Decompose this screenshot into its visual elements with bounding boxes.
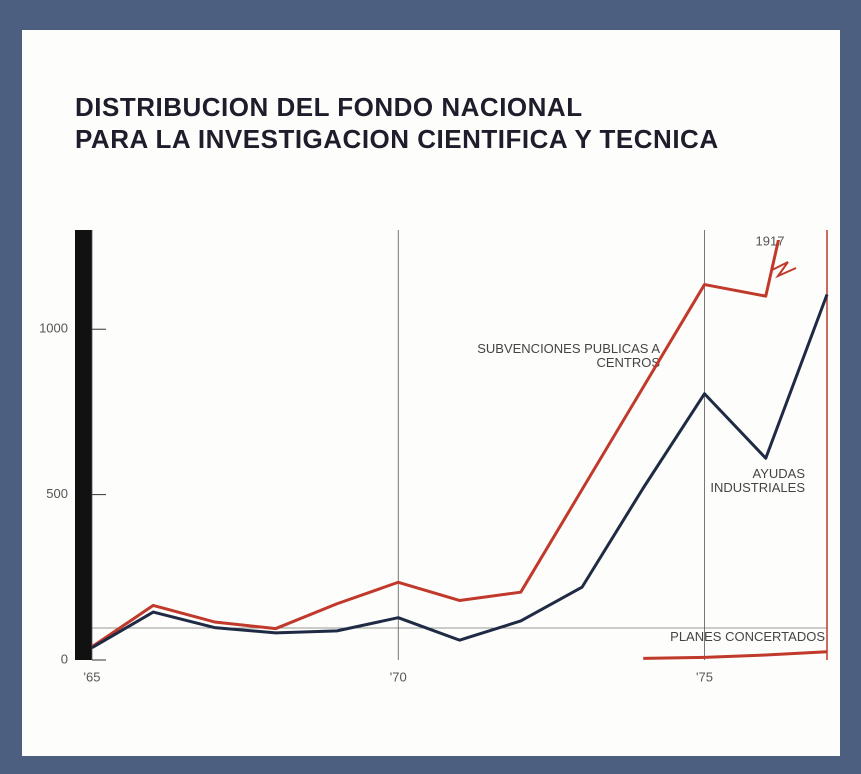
chart-title: PARA LA INVESTIGACION CIENTIFICA Y TECNI… <box>75 124 719 154</box>
series <box>643 650 828 660</box>
line <box>91 293 829 650</box>
series-label: PLANES CONCERTADOS <box>670 629 825 644</box>
series-label: AYUDAS INDUSTRIALES <box>710 466 805 495</box>
line <box>643 650 828 660</box>
x-tick-label: '70 <box>390 669 407 684</box>
chart-title: DISTRIBUCION DEL FONDO NACIONAL <box>75 92 583 122</box>
y-tick-label: 1000 <box>39 321 68 336</box>
line <box>91 240 781 649</box>
series-label: SUBVENCIONES PUBLICAS A CENTROS <box>477 341 660 370</box>
y-tick-label: 500 <box>46 486 68 501</box>
axis-bar <box>75 230 92 660</box>
x-tick-label: '75 <box>696 669 713 684</box>
data-label: 1917 <box>756 233 785 248</box>
series <box>91 293 829 650</box>
break-mark <box>771 261 797 279</box>
y-tick-label: 0 <box>61 651 68 666</box>
x-tick-label: '65 <box>84 669 101 684</box>
series <box>91 240 781 649</box>
